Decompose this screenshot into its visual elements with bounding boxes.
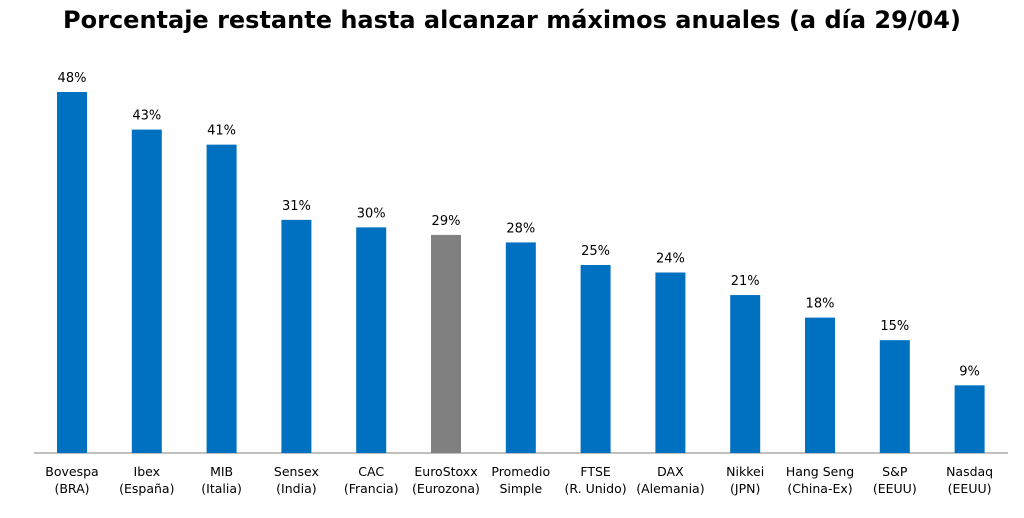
x-tick-label: CAC (Francia) [344,464,399,496]
data-label: 30% [357,206,386,221]
data-label: 21% [731,274,760,289]
data-label: 28% [506,221,535,236]
x-tick-label: Nasdaq (EEUU) [946,464,993,496]
x-tick-label: MIB (Italia) [201,464,242,496]
bar [879,340,910,453]
x-tick-label: Ibex (España) [119,464,174,496]
x-tick-label: DAX (Alemania) [636,464,704,496]
data-label: 41% [207,124,236,139]
data-label: 43% [132,109,161,124]
x-tick-label: Hang Seng (China-Ex) [786,464,854,496]
bar [131,129,162,453]
data-label: 29% [432,214,461,229]
bar [954,385,985,453]
bar [730,295,761,453]
bar [206,144,237,454]
bar [505,242,536,453]
x-tick-label: Nikkei (JPN) [726,464,764,496]
data-label: 48% [58,71,87,86]
bar [57,92,87,453]
x-tick-label: Sensex (India) [274,464,319,496]
data-label: 25% [581,244,610,259]
x-tick-label: Promedio Simple [491,464,550,496]
bar [281,219,312,453]
x-tick-label: EuroStoxx (Eurozona) [412,464,480,496]
bar [431,234,461,453]
bar [580,264,611,453]
x-tick-label: Bovespa (BRA) [45,464,98,496]
data-label: 9% [959,364,980,379]
data-label: 15% [880,319,909,334]
x-tick-label: FTSE (R. Unido) [565,464,627,496]
chart-title: Porcentaje restante hasta alcanzar máxim… [63,6,961,34]
data-label: 24% [656,252,685,267]
data-label: 31% [282,199,311,214]
bar [356,227,387,453]
bar [805,317,835,453]
bar [655,272,686,453]
data-label: 18% [806,297,835,312]
x-tick-label: S&P (EEUU) [873,464,917,496]
